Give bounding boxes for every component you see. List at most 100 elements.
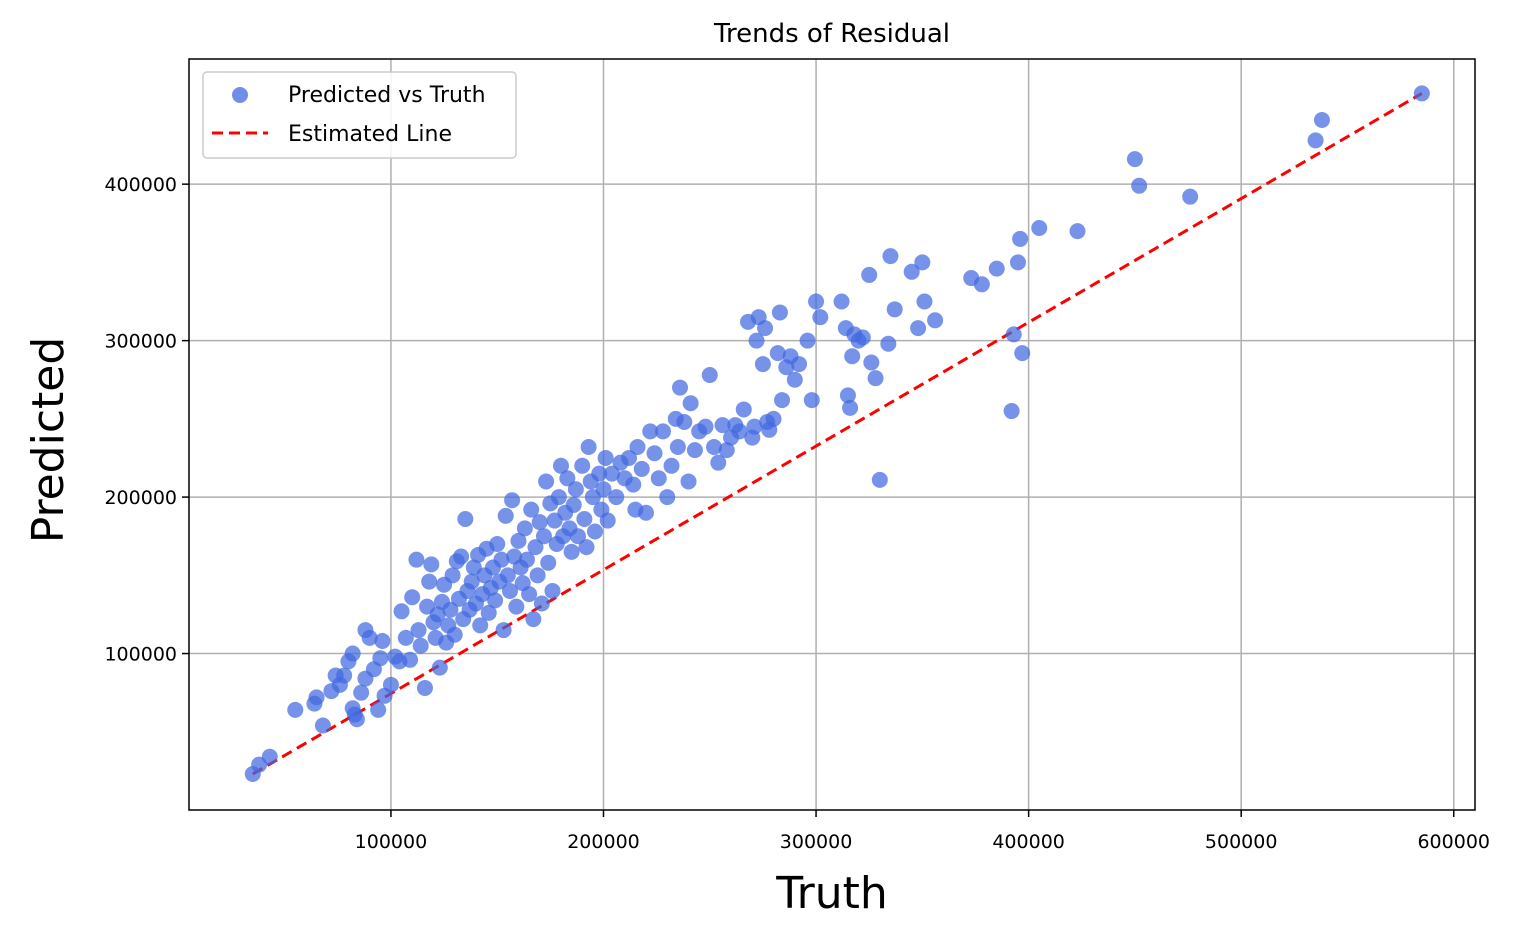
scatter-point	[1014, 345, 1031, 362]
scatter-point	[501, 582, 518, 599]
scatter-point	[348, 711, 365, 728]
scatter-point	[765, 410, 782, 427]
scatter-point	[576, 510, 593, 527]
scatter-point	[416, 679, 433, 696]
scatter-point	[552, 457, 569, 474]
scatter-point	[676, 413, 693, 430]
scatter-point	[421, 573, 438, 590]
scatter-point	[1307, 132, 1324, 149]
legend-label-scatter: Predicted vs Truth	[288, 83, 486, 108]
scatter-point	[769, 345, 786, 362]
scatter-point	[550, 489, 567, 506]
scatter-point	[1009, 254, 1026, 271]
scatter-point	[757, 320, 774, 337]
legend-label-line: Estimated Line	[288, 122, 452, 147]
scatter-point	[774, 392, 791, 409]
scatter-point	[453, 548, 470, 565]
scatter-point	[710, 454, 727, 471]
y-tick-label: 300000	[104, 331, 177, 353]
scatter-point	[1012, 230, 1029, 247]
scatter-point	[529, 567, 546, 584]
scatter-point	[682, 395, 699, 412]
scatter-point	[791, 356, 808, 373]
scatter-point	[308, 689, 325, 706]
scatter-point	[559, 470, 576, 487]
scatter-point	[499, 567, 516, 584]
scatter-point	[608, 489, 625, 506]
scatter-point	[812, 309, 829, 326]
scatter-point	[597, 449, 614, 466]
scatter-point	[839, 387, 856, 404]
scatter-point	[442, 601, 459, 618]
x-axis-ticks: 100000 200000 300000 400000 500000 600000	[355, 810, 1490, 853]
y-tick-label: 100000	[104, 644, 177, 666]
scatter-point	[748, 332, 765, 349]
y-tick-label: 400000	[104, 174, 177, 196]
scatter-point	[487, 592, 504, 609]
chart-title: Trends of Residual	[713, 19, 950, 49]
x-tick-label: 600000	[1417, 831, 1490, 853]
scatter-point	[871, 471, 888, 488]
scatter-point	[746, 418, 763, 435]
scatter-point	[842, 399, 859, 416]
scatter-point	[861, 266, 878, 283]
x-tick-label: 300000	[780, 831, 853, 853]
scatter-point	[914, 254, 931, 271]
scatter-point	[480, 604, 497, 621]
scatter-point	[402, 651, 419, 668]
scatter-point	[521, 586, 538, 603]
scatter-point	[910, 320, 927, 337]
scatter-point	[1005, 326, 1022, 343]
scatter-point	[863, 354, 880, 371]
scatter-point	[429, 606, 446, 623]
legend-box	[202, 71, 517, 159]
scatter-point	[595, 481, 612, 498]
scatter-point	[599, 512, 616, 529]
scatter-point	[423, 556, 440, 573]
scatter-point	[669, 439, 686, 456]
y-axis-ticks: 100000 200000 300000 400000	[104, 174, 189, 666]
scatter-point	[446, 626, 463, 643]
scatter-point	[538, 473, 555, 490]
scatter-point	[886, 301, 903, 318]
scatter-point	[680, 473, 697, 490]
scatter-point	[1003, 403, 1020, 420]
scatter-point	[803, 392, 820, 409]
scatter-point	[504, 492, 521, 509]
plot-frame	[188, 58, 1476, 811]
scatter-point	[659, 489, 676, 506]
scatter-point	[563, 543, 580, 560]
scatter-point	[714, 417, 731, 434]
scatter-point	[508, 598, 525, 615]
scatter-point	[569, 528, 586, 545]
scatter-point	[903, 263, 920, 280]
scatter-point	[621, 449, 638, 466]
scatter-point	[586, 523, 603, 540]
scatter-point	[833, 293, 850, 310]
scatter-point	[844, 348, 861, 365]
scatter-point	[578, 539, 595, 556]
scatter-point	[1069, 223, 1086, 240]
scatter-point	[642, 423, 659, 440]
x-tick-label: 200000	[567, 831, 640, 853]
scatter-point	[431, 659, 448, 676]
scatter-point	[567, 481, 584, 498]
scatter-point	[735, 401, 752, 418]
points-layer	[244, 85, 1430, 783]
scatter-point	[1031, 219, 1048, 236]
scatter-point	[523, 501, 540, 518]
scatter-point	[404, 589, 421, 606]
scatter-point	[382, 676, 399, 693]
scatter-point	[731, 423, 748, 440]
scatter-point	[799, 332, 816, 349]
scatter-point	[314, 717, 331, 734]
scatter-point	[544, 582, 561, 599]
scatter-point	[527, 539, 544, 556]
scatter-point	[535, 528, 552, 545]
scatter-point	[540, 554, 557, 571]
scatter-point	[854, 329, 871, 346]
scatter-point	[580, 439, 597, 456]
scatter-point	[497, 507, 514, 524]
legend-marker-scatter	[232, 87, 248, 103]
scatter-point	[353, 684, 370, 701]
